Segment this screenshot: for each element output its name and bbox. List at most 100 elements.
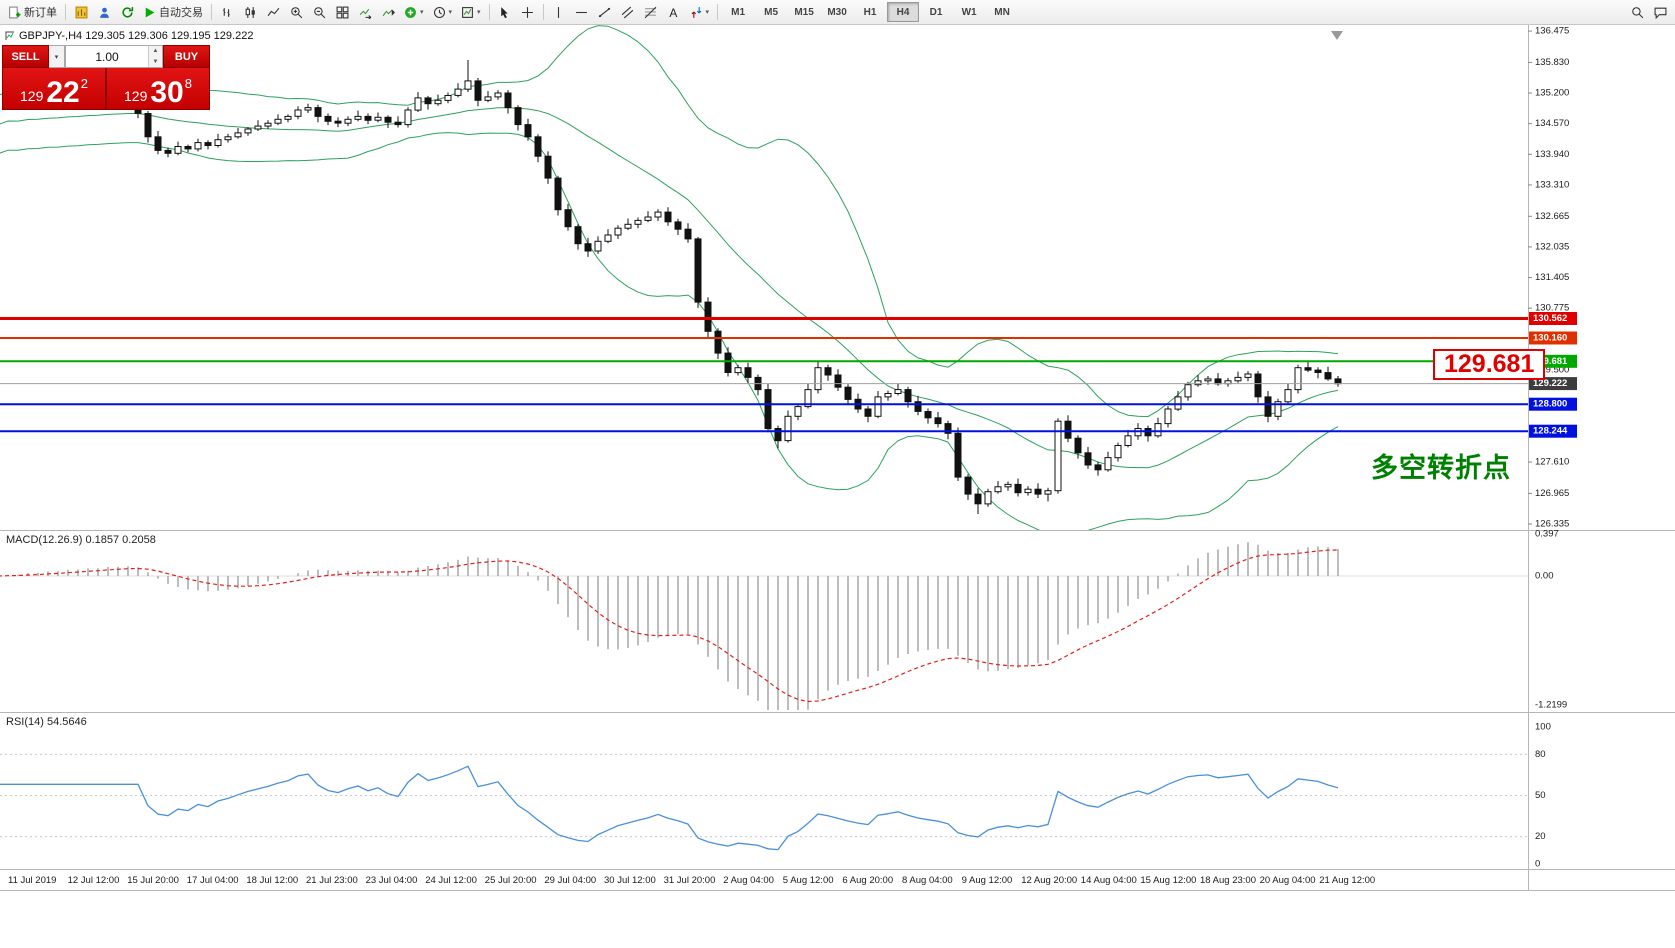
arrows-tool-button[interactable]: ▾ — [686, 2, 714, 22]
candle-body — [244, 128, 252, 134]
candle-body — [274, 118, 282, 124]
price-badge — [1529, 331, 1577, 345]
chat-button[interactable] — [1649, 2, 1671, 22]
candle-body — [194, 142, 202, 150]
toolbar-separator — [488, 4, 490, 20]
timeframe-H4[interactable]: H4 — [887, 2, 920, 22]
timeframe-M15[interactable]: M15 — [794, 6, 814, 18]
line-chart-icon — [267, 7, 279, 16]
vertical-line-button[interactable] — [548, 2, 570, 22]
candle-body — [1004, 483, 1012, 488]
price-tick-label: 132.665 — [1535, 211, 1569, 222]
candle-body — [254, 125, 262, 130]
fibonacci-button[interactable] — [640, 2, 662, 22]
candle-body — [874, 396, 882, 417]
volume-input[interactable] — [66, 46, 148, 67]
dropdown-caret-icon: ▾ — [477, 9, 481, 16]
candle-body — [354, 115, 362, 120]
candle-body — [954, 432, 962, 478]
bars-chart-button[interactable] — [216, 2, 238, 22]
annotation-text[interactable]: 多空转折点 — [1371, 453, 1511, 483]
rsi-tick-label: 50 — [1535, 790, 1546, 801]
candle-body — [414, 97, 422, 111]
cursor-button[interactable] — [494, 2, 516, 22]
candle-body — [444, 95, 452, 101]
timeframe-M5[interactable]: M5 — [764, 6, 779, 18]
chart-window-icon — [5, 31, 14, 40]
text-tool-button[interactable]: A — [663, 2, 685, 22]
auto-scroll-button[interactable] — [354, 2, 376, 22]
trendline-button[interactable] — [594, 2, 616, 22]
buy-price-button[interactable]: 129 30 8 — [106, 68, 210, 110]
candle-body — [974, 493, 982, 505]
refresh-button[interactable] — [116, 2, 138, 22]
price-tick-label: 131.405 — [1535, 272, 1569, 283]
candle-body — [1294, 367, 1302, 391]
indicators-icon — [405, 6, 416, 18]
volume-increase-button[interactable]: ▲ — [149, 46, 162, 57]
candle-body — [1074, 437, 1082, 454]
timeframe-H1[interactable]: H1 — [863, 6, 877, 18]
candle-body — [384, 116, 392, 123]
new-chart-button[interactable] — [70, 2, 92, 22]
templates-button[interactable]: ▾ — [457, 2, 485, 22]
candle-body — [294, 109, 302, 117]
sell-price-button[interactable]: 129 22 2 — [2, 68, 106, 110]
timeframe-M1[interactable]: M1 — [731, 6, 746, 18]
horizontal-line-button[interactable] — [571, 2, 593, 22]
date-label: 9 Aug 12:00 — [962, 875, 1013, 886]
price-axis-area — [1528, 24, 1675, 890]
price-tick-label: 129.500 — [1535, 365, 1569, 376]
channel-button[interactable] — [617, 2, 639, 22]
profiles-button[interactable] — [93, 2, 115, 22]
timeframe-M30[interactable]: M30 — [827, 6, 847, 18]
price-tick-label: 132.035 — [1535, 241, 1569, 252]
price-badge — [1529, 377, 1577, 391]
date-label: 21 Jul 23:00 — [306, 875, 358, 886]
price-badge — [1529, 312, 1577, 325]
timeframe-W1[interactable]: W1 — [961, 6, 977, 18]
bollinger-upper-band — [0, 25, 1339, 418]
price-tick-label: 134.570 — [1535, 118, 1569, 129]
timeframe-MN[interactable]: MN — [994, 6, 1010, 18]
tile-windows-button[interactable] — [331, 2, 353, 22]
periods-button[interactable]: ▾ — [429, 2, 457, 22]
line-chart-button[interactable] — [262, 2, 284, 22]
chart-shift-marker[interactable] — [1331, 31, 1343, 40]
candle-body — [224, 136, 232, 141]
candle-body — [164, 149, 172, 154]
candle-body — [374, 116, 382, 121]
zoom-out-button[interactable] — [308, 2, 330, 22]
bars-chart-icon — [222, 7, 230, 17]
price-tick-label: 127.610 — [1535, 457, 1569, 468]
chart-shift-button[interactable] — [377, 2, 399, 22]
volume-decrease-button[interactable]: ▼ — [149, 56, 162, 67]
search-button[interactable] — [1626, 2, 1648, 22]
candle-body — [914, 401, 922, 412]
sell-button[interactable]: SELL — [2, 45, 49, 68]
candle-body — [1254, 373, 1262, 398]
crosshair-button[interactable] — [517, 2, 539, 22]
indicators-button[interactable]: ▾ — [400, 2, 428, 22]
zoom-in-button[interactable] — [285, 2, 307, 22]
candle-body — [794, 406, 802, 417]
candle-body — [1084, 452, 1092, 466]
candle-body — [574, 226, 582, 245]
templates-icon — [462, 6, 473, 18]
periods-icon — [433, 6, 445, 18]
autotrade-button[interactable]: 自动交易 — [139, 2, 207, 22]
candle-body — [1234, 376, 1242, 382]
order-type-dropdown[interactable]: ▾ — [49, 45, 65, 68]
candle-body — [154, 136, 162, 151]
price-callout-label[interactable]: 129.681 — [1433, 349, 1546, 380]
candles-chart-button[interactable] — [239, 2, 261, 22]
toolbar-separator — [717, 4, 719, 20]
timeframe-D1[interactable]: D1 — [929, 6, 943, 18]
candle-body — [334, 120, 342, 124]
new-order-button[interactable]: 新订单 — [4, 2, 61, 22]
buy-button[interactable]: BUY — [163, 45, 210, 68]
dropdown-caret-icon: ▾ — [705, 9, 710, 16]
